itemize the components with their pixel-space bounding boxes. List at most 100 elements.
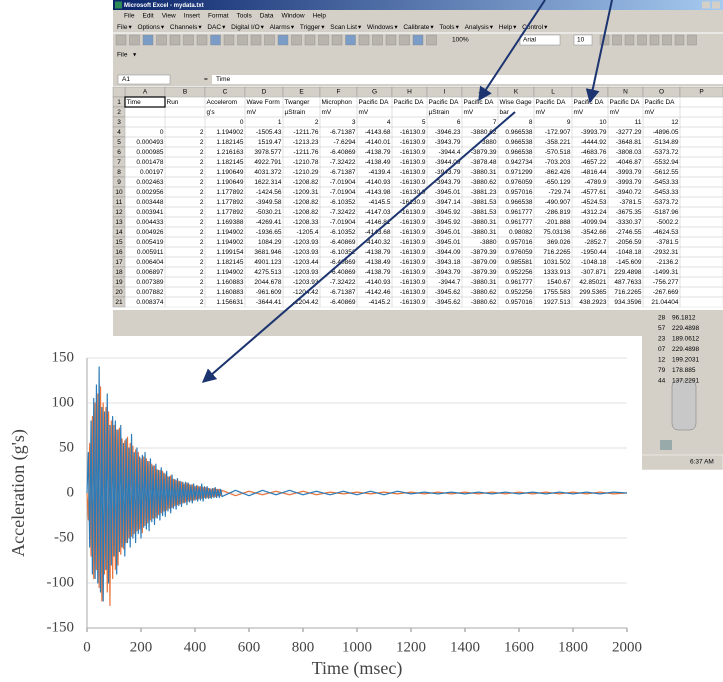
file-menu[interactable]: File (117, 52, 128, 59)
daq-menu-item[interactable]: Windows (367, 24, 394, 31)
toolbar-button[interactable] (183, 34, 194, 46)
side-cell: 96.1812 (672, 315, 696, 322)
cell-value: 4922.791 (254, 159, 281, 166)
toolbar-button[interactable] (237, 34, 248, 46)
row-header: 12 (115, 209, 123, 216)
formula-box[interactable] (212, 75, 723, 84)
toolbar-button[interactable] (412, 34, 424, 46)
toolbar-button[interactable] (399, 34, 410, 46)
toolbar-button[interactable] (624, 34, 635, 46)
cell-clip: -16130.9 (400, 289, 426, 296)
cell-value: 2 (200, 259, 204, 266)
cell-clip: -3993.79 (616, 169, 642, 176)
cell[interactable] (679, 296, 723, 308)
toolbar-button[interactable] (291, 34, 302, 46)
menu-item[interactable]: Format (208, 13, 229, 20)
toolbar-button[interactable] (210, 34, 221, 46)
cell-clip: -6.10352 (330, 229, 356, 236)
toolbar-button[interactable] (372, 34, 383, 46)
toolbar-button[interactable] (385, 34, 397, 46)
cell-value: Pacific DA (429, 99, 460, 106)
menu-item[interactable]: View (162, 13, 176, 20)
cell-clip: -3880.62 (471, 289, 497, 296)
dropdown-arrow: ▾ (261, 24, 265, 31)
toolbar-button[interactable] (169, 34, 181, 46)
window-button[interactable] (702, 1, 710, 9)
daq-menu-item[interactable]: File (117, 24, 128, 31)
menu-item[interactable]: Edit (142, 13, 153, 20)
toolbar-button[interactable] (662, 34, 672, 46)
daq-menu-item[interactable]: Tools (439, 24, 455, 31)
cell-clip: -3945.62 (435, 289, 461, 296)
cell-clip: 0.000493 (136, 139, 163, 146)
toolbar-button[interactable] (129, 34, 140, 46)
daq-menu-item[interactable]: Scan List (330, 24, 357, 31)
menu-item[interactable]: Data (260, 13, 274, 20)
toolbar-button[interactable] (674, 34, 685, 46)
daq-menu-item[interactable]: DAC (207, 24, 221, 31)
cell-value: -172.907 (545, 129, 571, 136)
toolbar-button[interactable] (142, 34, 154, 46)
daq-menu-item[interactable]: Control (522, 24, 544, 31)
cell-value: 0.004433 (136, 219, 163, 226)
toolbar-button[interactable] (637, 34, 647, 46)
cell-clip: -4099.94 (581, 219, 607, 226)
toolbar-button[interactable] (345, 34, 356, 46)
corner-cell[interactable] (112, 86, 126, 98)
daq-menu-item[interactable]: Digital I/O (231, 24, 260, 31)
menu-item[interactable]: Window (281, 13, 304, 20)
toolbar-button[interactable] (331, 34, 343, 46)
cell-clip: -4046.87 (616, 159, 642, 166)
menu-item[interactable]: File (124, 13, 135, 20)
cell-clip: 1.160883 (216, 289, 243, 296)
cell-value: 2 (200, 169, 204, 176)
toolbar-button[interactable] (264, 34, 275, 46)
toolbar-button[interactable] (318, 34, 329, 46)
cell-clip: -3943.79 (435, 269, 461, 276)
daq-menu-item[interactable]: Trigger (300, 24, 321, 31)
cell-clip: -3880.31 (471, 219, 497, 226)
cell-clip: -961.609 (256, 289, 282, 296)
cell-value: 4031.372 (254, 169, 281, 176)
toolbar-button[interactable] (115, 34, 127, 46)
cell-value: 3978.577 (254, 149, 281, 156)
name-box[interactable] (117, 74, 171, 85)
toolbar-button[interactable] (426, 34, 437, 46)
toolbar-button[interactable] (196, 34, 208, 46)
toolbar-button[interactable] (223, 34, 235, 46)
daq-menu-item[interactable]: Channels (170, 24, 198, 31)
cell-value: Wise Gage (500, 99, 533, 106)
daq-menu-item[interactable]: Options (137, 24, 160, 31)
column-header: O (659, 89, 664, 96)
daq-menu-item[interactable]: Alarms (270, 24, 291, 31)
daq-menu-item[interactable]: Analysis (465, 24, 490, 31)
toolbar-button[interactable] (612, 34, 622, 46)
cell-clip: -3675.35 (616, 209, 642, 216)
window-button[interactable] (712, 1, 720, 9)
cell-value: 0.966538 (505, 149, 532, 156)
toolbar-button[interactable] (649, 34, 660, 46)
office-assistant[interactable] (671, 379, 697, 431)
menu-item[interactable]: Tools (237, 13, 253, 20)
cell-clip: -6.40869 (330, 239, 356, 246)
font-box[interactable] (519, 34, 561, 46)
toolbar-button[interactable] (687, 34, 697, 46)
side-cell: 57 (658, 325, 666, 332)
toolbar-button[interactable] (250, 34, 262, 46)
toolbar-button[interactable] (358, 34, 370, 46)
cell-clip: -201.888 (545, 219, 571, 226)
cell-clip: -3943.79 (435, 179, 461, 186)
cell-clip: -4146.81 (365, 219, 391, 226)
toolbar-button[interactable] (277, 34, 289, 46)
column-header: L (551, 89, 555, 96)
size-box[interactable] (573, 34, 593, 46)
zoom-box[interactable]: 100% (452, 37, 469, 44)
menu-item[interactable]: Insert (184, 13, 200, 20)
menu-item[interactable]: Help (313, 13, 327, 20)
toolbar-button[interactable] (156, 34, 167, 46)
daq-menu-item[interactable]: Calibrate (403, 24, 429, 31)
toolbar-button[interactable] (304, 34, 316, 46)
daq-menu-item[interactable]: Help (499, 24, 513, 31)
cell-value: 1.194902 (216, 239, 243, 246)
arrow (585, 0, 613, 104)
